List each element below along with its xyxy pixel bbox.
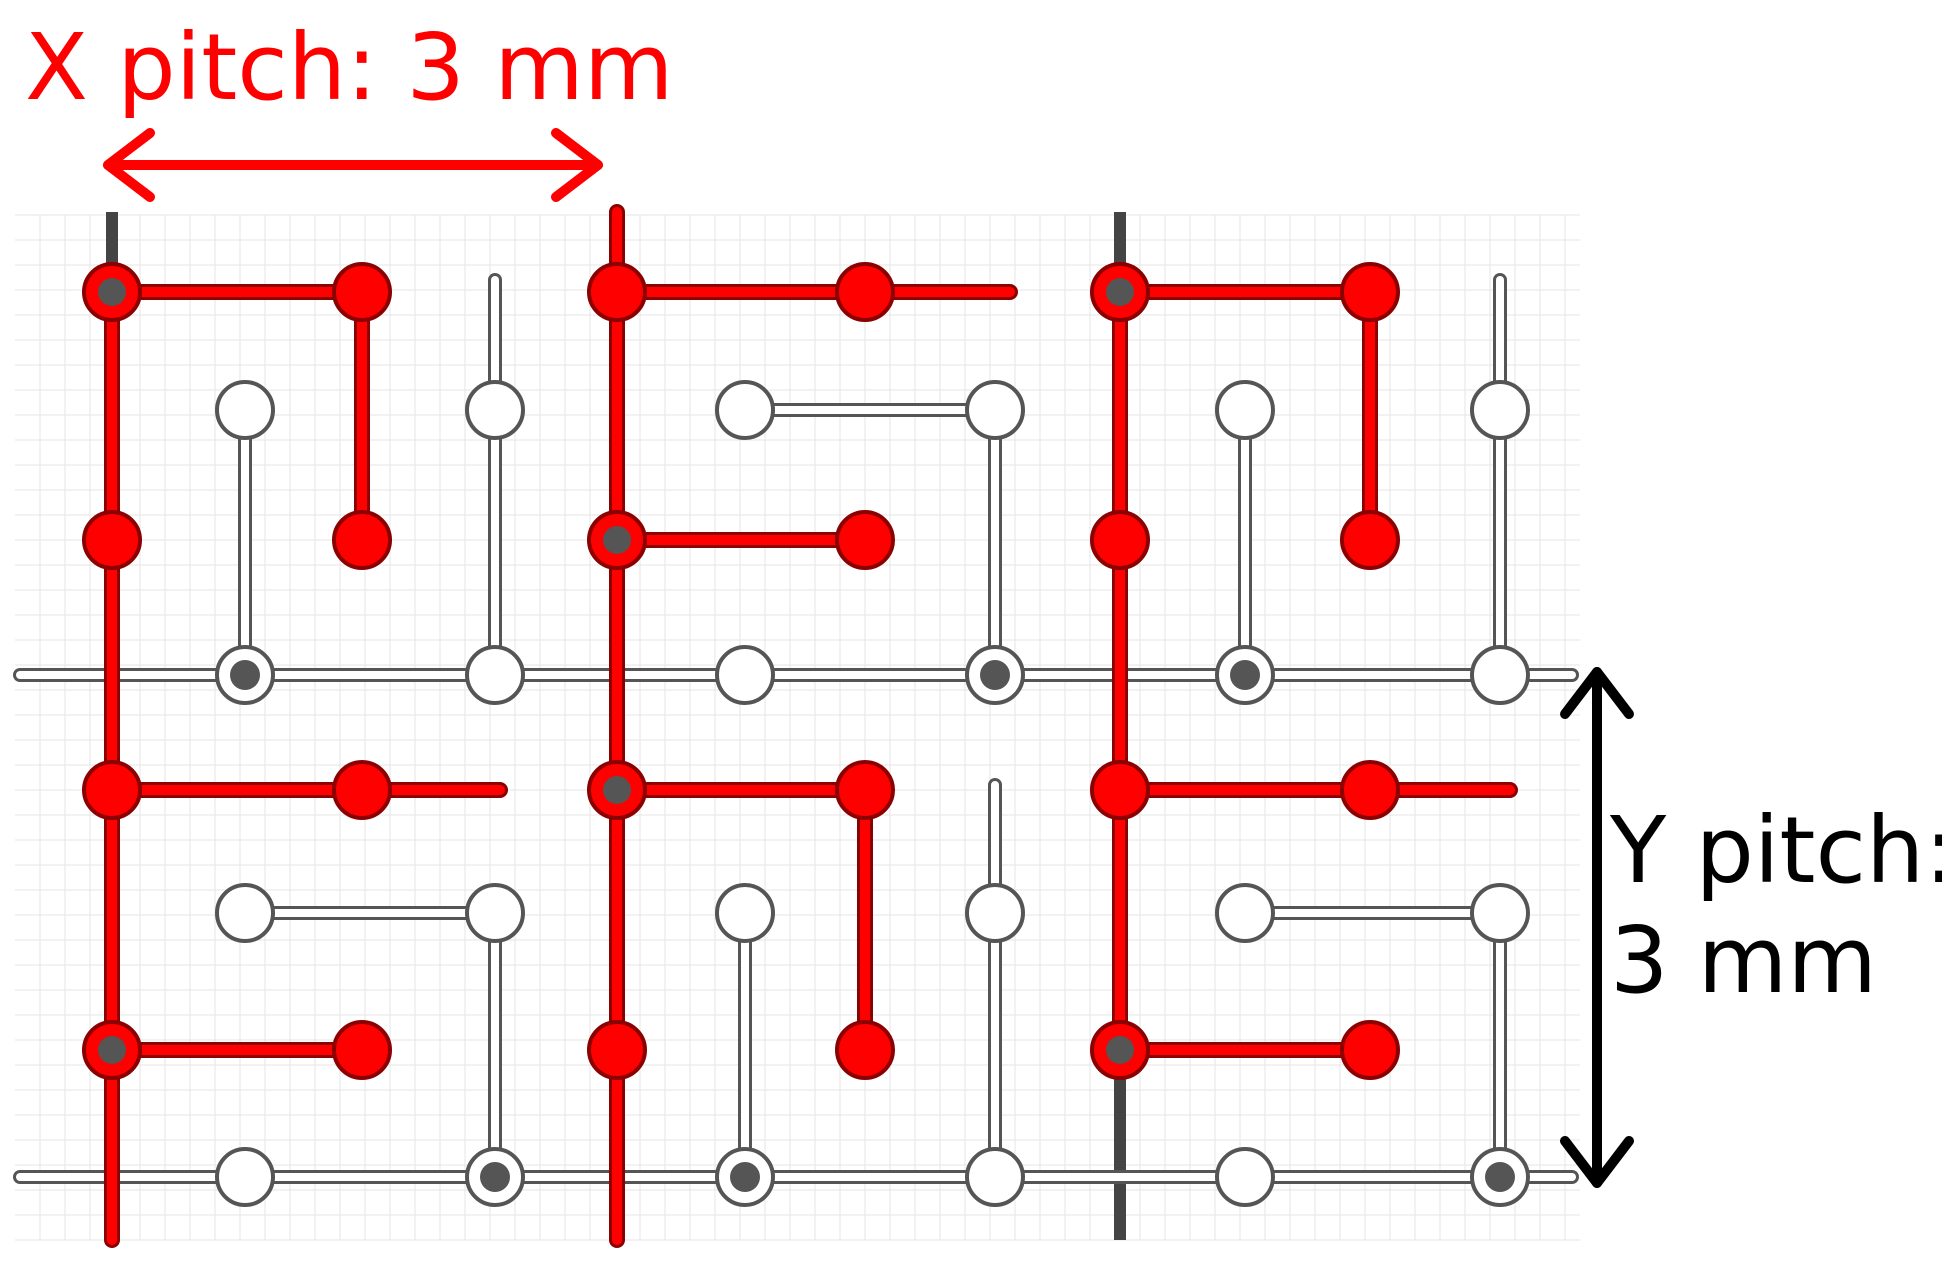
white-pad <box>465 645 525 705</box>
red-pad <box>1090 510 1150 570</box>
white-pad <box>215 1147 275 1207</box>
red-pad <box>1340 1020 1400 1080</box>
y-pitch-label-line2: 3 mm <box>1610 907 1878 1014</box>
via-core <box>1106 278 1134 306</box>
via-core <box>1485 1162 1515 1192</box>
white-pad <box>465 883 525 943</box>
white-pad <box>965 380 1025 440</box>
white-pad <box>1215 1147 1275 1207</box>
white-pad <box>1215 380 1275 440</box>
y-arrow-head-top <box>1560 667 1634 719</box>
white-pad <box>965 883 1025 943</box>
via-core <box>980 660 1010 690</box>
via-core <box>98 1036 126 1064</box>
red-pad <box>835 760 895 820</box>
red-pad <box>1340 760 1400 820</box>
via-core <box>730 1162 760 1192</box>
white-pad <box>215 883 275 943</box>
red-pad <box>587 262 647 322</box>
y-pitch-label-line1: Y pitch: <box>1610 797 1942 904</box>
via-core <box>480 1162 510 1192</box>
via-core <box>1230 660 1260 690</box>
red-pad <box>332 262 392 322</box>
red-pad <box>82 760 142 820</box>
x-pitch-label: X pitch: 3 mm <box>25 14 674 121</box>
white-pad <box>1470 883 1530 943</box>
red-pad <box>835 262 895 322</box>
background-grid <box>15 214 1580 1241</box>
double-headed-horizontal-arrow <box>103 128 603 202</box>
red-layer <box>82 204 1518 1248</box>
y-arrow-head-bottom <box>1560 1136 1634 1188</box>
x-arrow-head-right <box>551 128 603 202</box>
white-pad <box>1470 645 1530 705</box>
red-pad <box>332 1020 392 1080</box>
via-core <box>230 660 260 690</box>
white-pad <box>465 380 525 440</box>
via-core <box>98 278 126 306</box>
white-pad <box>715 380 775 440</box>
white-pad <box>1470 380 1530 440</box>
via-core <box>603 526 631 554</box>
white-pad <box>965 1147 1025 1207</box>
red-pad <box>332 510 392 570</box>
red-pad <box>82 510 142 570</box>
red-pad <box>835 1020 895 1080</box>
white-layer <box>13 273 1579 1207</box>
red-pad <box>835 510 895 570</box>
red-pad <box>1340 510 1400 570</box>
red-pad <box>587 1020 647 1080</box>
double-headed-vertical-arrow <box>1560 667 1634 1188</box>
white-pad <box>715 883 775 943</box>
red-pad <box>332 760 392 820</box>
red-pad <box>1340 262 1400 322</box>
white-pad <box>1215 883 1275 943</box>
red-pad <box>1090 760 1150 820</box>
x-arrow-head-left <box>103 128 155 202</box>
via-core <box>1106 1036 1134 1064</box>
white-pad <box>715 645 775 705</box>
white-pad <box>215 380 275 440</box>
via-core <box>603 776 631 804</box>
